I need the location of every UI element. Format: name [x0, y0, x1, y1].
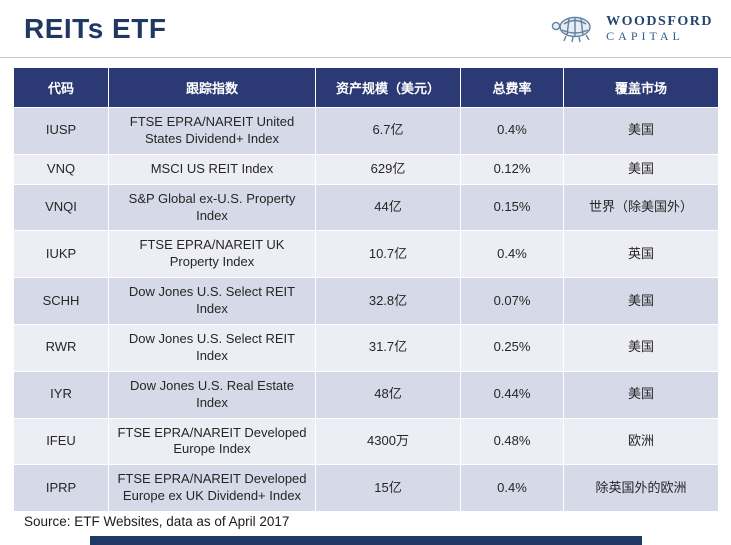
table-cell-index: MSCI US REIT Index	[108, 153, 316, 185]
table-cell-aum: 44亿	[315, 183, 461, 232]
table-cell-aum: 15亿	[315, 464, 461, 513]
table-cell-market: 欧洲	[563, 417, 719, 466]
table-row: IPRP FTSE EPRA/NAREIT Developed Europe ex…	[13, 464, 719, 513]
table-cell-code: RWR	[13, 324, 109, 372]
table-cell-code: VNQ	[13, 153, 109, 185]
table-cell-market: 美国	[563, 370, 719, 419]
table-cell-market: 美国	[563, 324, 719, 372]
woodsford-logo: WOODSFORD CAPITAL	[546, 13, 713, 45]
table-cell-market: 除英国外的欧洲	[563, 464, 719, 513]
table-cell-index: FTSE EPRA/NAREIT United States Dividend+…	[108, 107, 316, 155]
table-row: IFEU FTSE EPRA/NAREIT Developed Europe In…	[13, 417, 719, 466]
table-row: IUKP FTSE EPRA/NAREIT UK Property Index 10…	[13, 230, 719, 279]
table-row: IYR Dow Jones U.S. Real Estate Index 48亿 0.…	[13, 370, 719, 419]
table-cell-aum: 10.7亿	[315, 230, 461, 279]
table-cell-code: SCHH	[13, 277, 109, 326]
table-cell-code: IUKP	[13, 230, 109, 279]
table-cell-index: Dow Jones U.S. Select REIT Index	[108, 277, 316, 326]
table-cell-fee: 0.15%	[460, 183, 564, 232]
table-cell-fee: 0.4%	[460, 230, 564, 279]
source-note: Source: ETF Websites, data as of April 2…	[24, 514, 290, 529]
table-row: VNQ MSCI US REIT Index 629亿 0.12% 美国	[13, 153, 719, 185]
table-cell-fee: 0.4%	[460, 107, 564, 155]
etf-table-header-row: 代码 跟踪指数 资产规模（美元） 总费率 覆盖市场	[13, 67, 719, 108]
table-cell-fee: 0.48%	[460, 417, 564, 466]
bottom-accent-bar	[90, 536, 642, 545]
logo-subname: CAPITAL	[606, 29, 684, 44]
table-cell-market: 美国	[563, 277, 719, 326]
table-header-cell: 跟踪指数	[108, 67, 316, 108]
table-cell-aum: 4300万	[315, 417, 461, 466]
table-cell-fee: 0.44%	[460, 370, 564, 419]
table-cell-aum: 629亿	[315, 153, 461, 185]
turtle-icon	[546, 13, 598, 45]
table-header-cell: 代码	[13, 67, 109, 108]
table-cell-aum: 48亿	[315, 370, 461, 419]
table-cell-index: FTSE EPRA/NAREIT Developed Europe ex UK …	[108, 464, 316, 513]
table-cell-market: 世界（除美国外）	[563, 183, 719, 232]
logo-name: WOODSFORD	[606, 14, 713, 30]
slide-header: REITs ETF	[0, 0, 731, 58]
table-cell-code: IYR	[13, 370, 109, 419]
table-cell-aum: 32.8亿	[315, 277, 461, 326]
table-row: RWR Dow Jones U.S. Select REIT Index 31.7亿…	[13, 324, 719, 372]
table-cell-market: 美国	[563, 153, 719, 185]
etf-table-body: IUSP FTSE EPRA/NAREIT United States Divid…	[13, 107, 719, 513]
header-divider	[0, 57, 731, 58]
table-cell-code: VNQI	[13, 183, 109, 232]
table-cell-aum: 31.7亿	[315, 324, 461, 372]
table-header-cell: 覆盖市场	[563, 67, 719, 108]
table-cell-fee: 0.12%	[460, 153, 564, 185]
table-cell-fee: 0.07%	[460, 277, 564, 326]
table-cell-aum: 6.7亿	[315, 107, 461, 155]
table-row: IUSP FTSE EPRA/NAREIT United States Divid…	[13, 107, 719, 155]
table-cell-market: 英国	[563, 230, 719, 279]
table-cell-index: S&P Global ex-U.S. Property Index	[108, 183, 316, 232]
table-cell-market: 美国	[563, 107, 719, 155]
table-cell-index: Dow Jones U.S. Select REIT Index	[108, 324, 316, 372]
etf-table: 代码 跟踪指数 资产规模（美元） 总费率 覆盖市场 IUSP FTSE EPRA/NARE…	[13, 67, 719, 513]
table-cell-index: Dow Jones U.S. Real Estate Index	[108, 370, 316, 419]
table-header-cell: 资产规模（美元）	[315, 67, 461, 108]
table-cell-code: IFEU	[13, 417, 109, 466]
table-cell-index: FTSE EPRA/NAREIT Developed Europe Index	[108, 417, 316, 466]
table-cell-code: IUSP	[13, 107, 109, 155]
table-cell-fee: 0.4%	[460, 464, 564, 513]
table-row: SCHH Dow Jones U.S. Select REIT Index 32.8…	[13, 277, 719, 326]
table-header-cell: 总费率	[460, 67, 564, 108]
table-cell-index: FTSE EPRA/NAREIT UK Property Index	[108, 230, 316, 279]
table-cell-fee: 0.25%	[460, 324, 564, 372]
logo-text: WOODSFORD CAPITAL	[606, 14, 713, 44]
table-cell-code: IPRP	[13, 464, 109, 513]
page-title: REITs ETF	[24, 13, 167, 44]
table-row: VNQI S&P Global ex-U.S. Property Index 44亿…	[13, 183, 719, 232]
